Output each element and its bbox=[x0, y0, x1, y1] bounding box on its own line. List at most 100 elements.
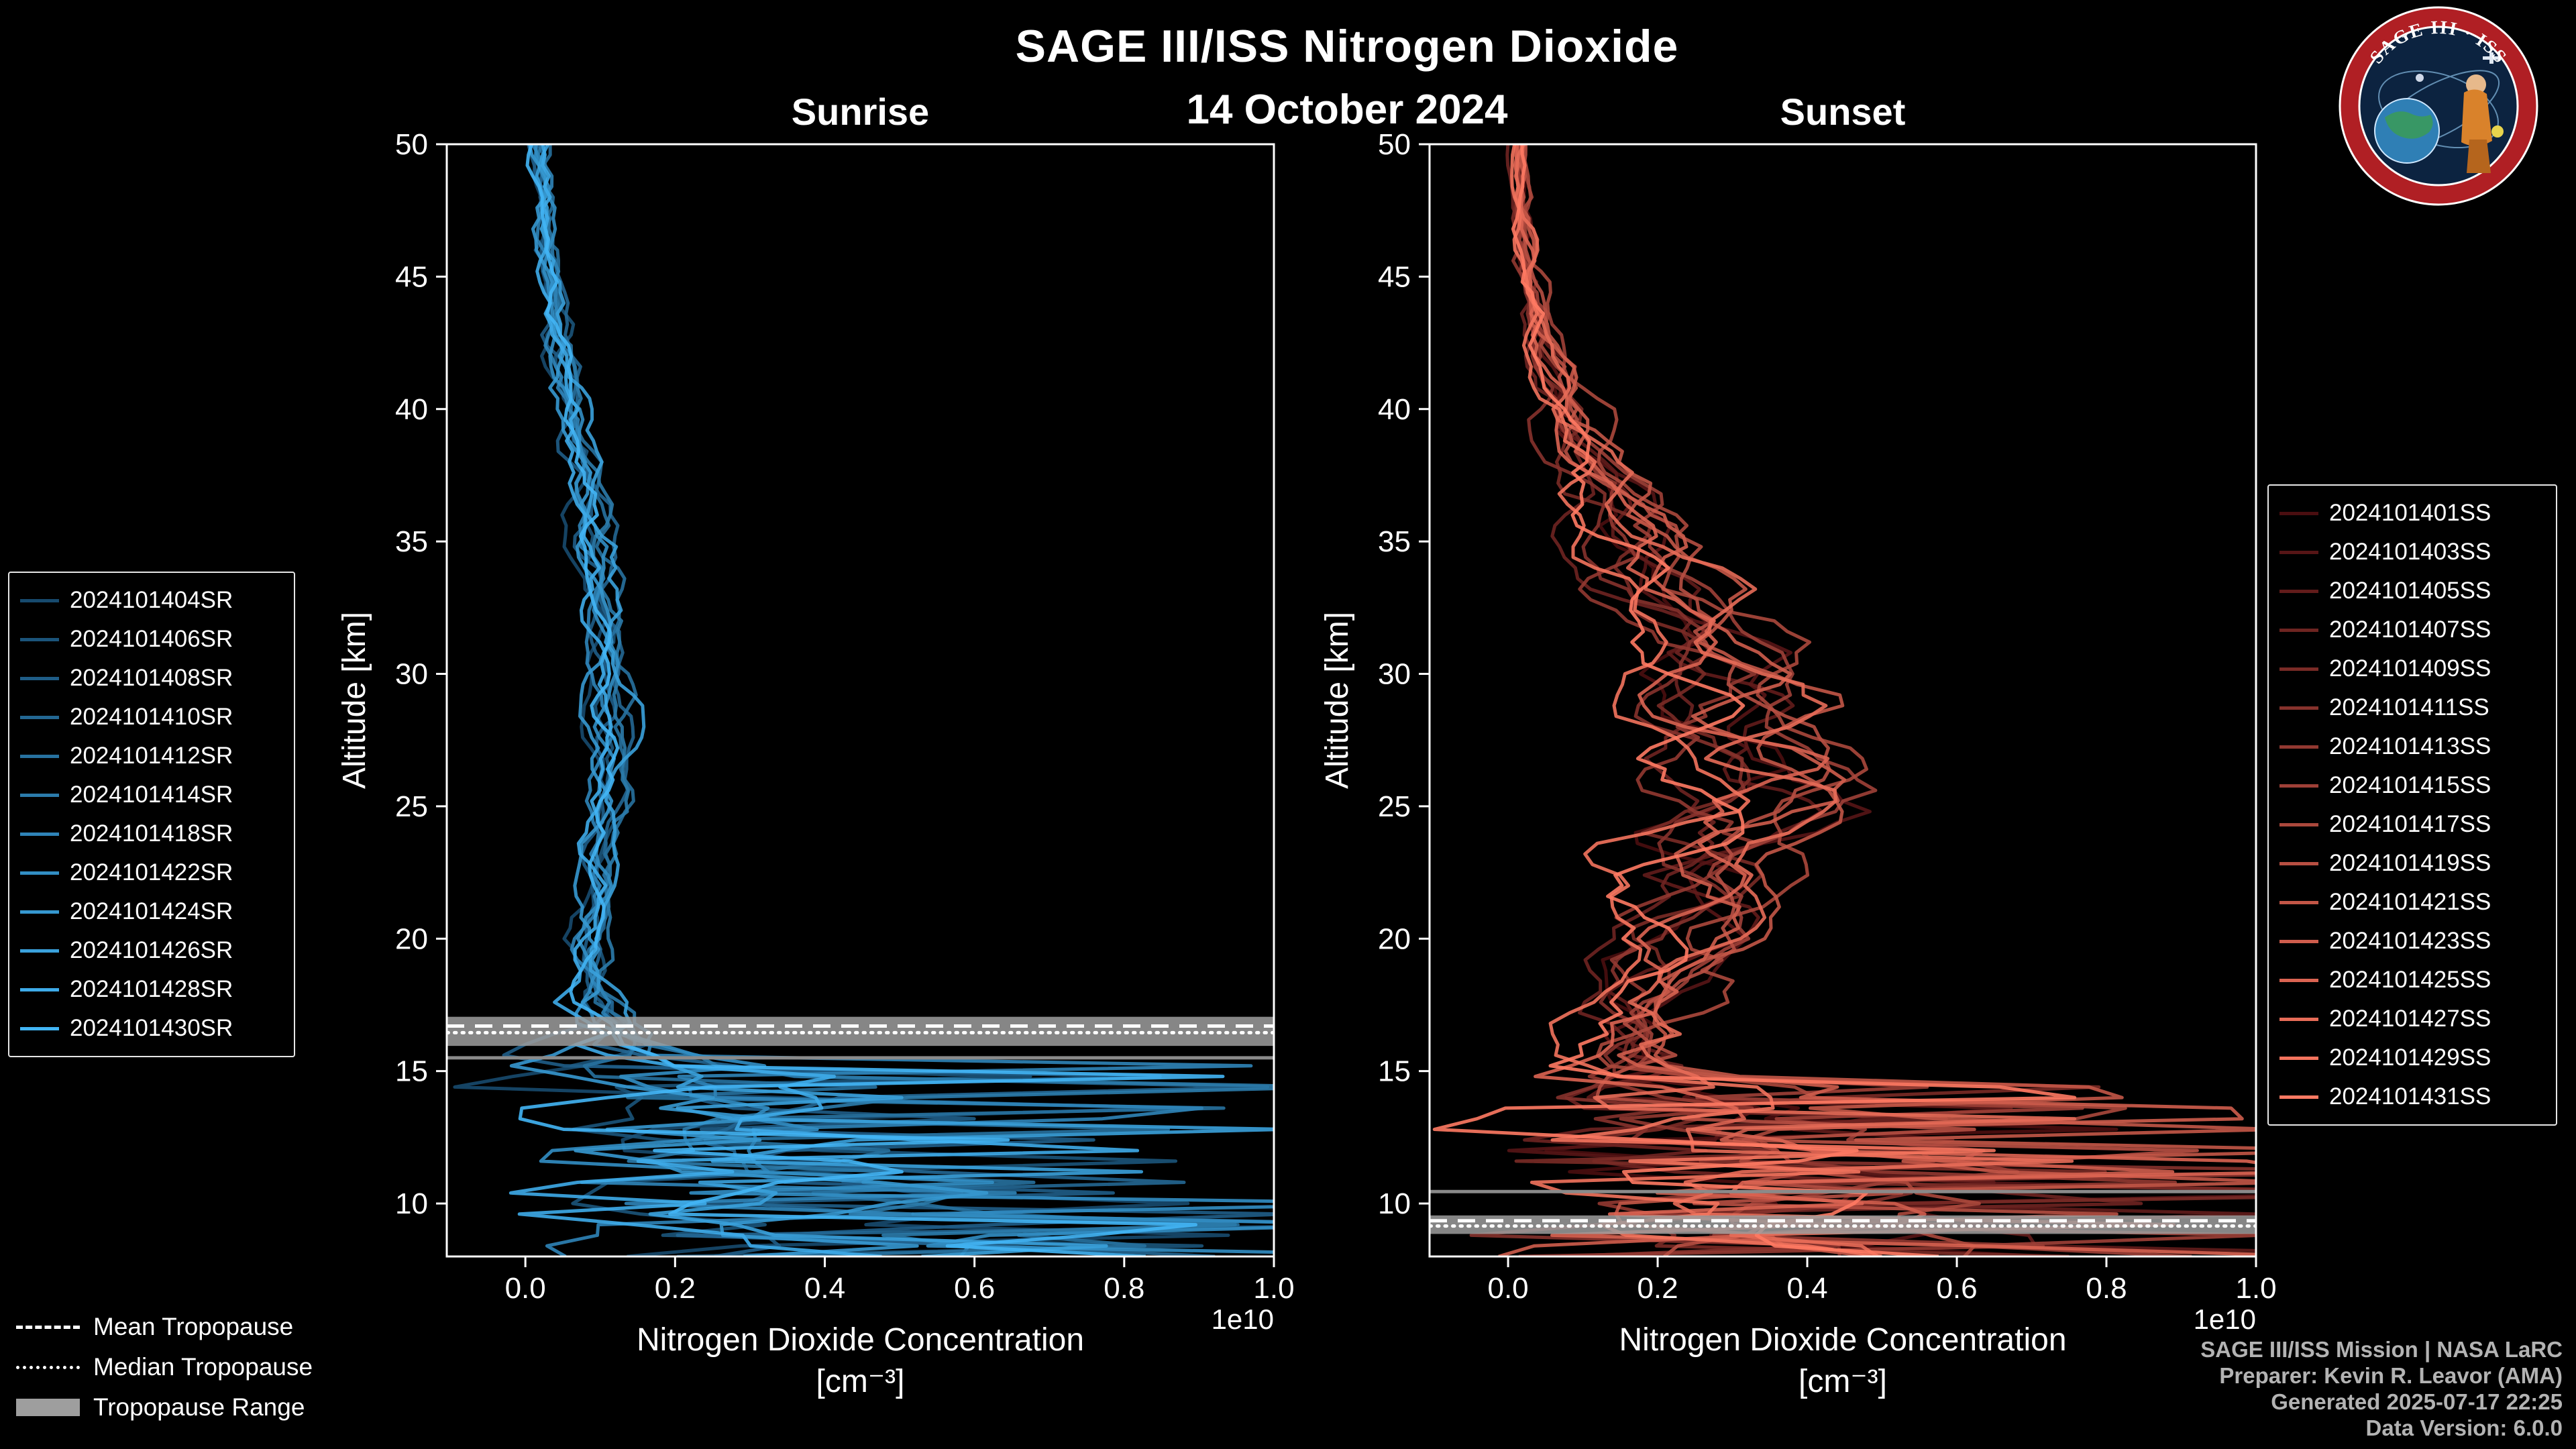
legend-item: 2024101414SR bbox=[20, 775, 283, 814]
x-axis-units: [cm⁻³] bbox=[1799, 1364, 1887, 1399]
x-tick-label: 0.2 bbox=[1637, 1272, 1678, 1305]
planet-icon bbox=[2491, 125, 2504, 138]
legend-line-swatch-icon bbox=[20, 598, 59, 602]
median-tropopause-label: Median Tropopause bbox=[93, 1353, 313, 1381]
legend-line-swatch-icon bbox=[2279, 667, 2318, 671]
profile-line-2024101427SS bbox=[1513, 144, 2176, 1256]
x-tick-label: 0.0 bbox=[1487, 1272, 1528, 1305]
legend-line-swatch-icon bbox=[2279, 745, 2318, 749]
moon-icon bbox=[2416, 74, 2424, 82]
legend-line-swatch-icon bbox=[2279, 706, 2318, 710]
legend-label: 2024101415SS bbox=[2329, 772, 2491, 798]
legend-item: 2024101429SS bbox=[2279, 1038, 2545, 1077]
legend-label: 2024101422SR bbox=[70, 859, 233, 885]
legend-item: 2024101407SS bbox=[2279, 610, 2545, 649]
legend-item: 2024101406SR bbox=[20, 620, 283, 659]
profile-line-2024101429SS bbox=[1510, 144, 1996, 1256]
y-tick-label: 30 bbox=[395, 658, 428, 691]
legend-item: 2024101428SR bbox=[20, 970, 283, 1009]
y-tick-label: 15 bbox=[1378, 1055, 1411, 1088]
median-tropopause-swatch-icon bbox=[16, 1365, 80, 1369]
x-tick-label: 0.8 bbox=[1104, 1272, 1144, 1305]
legend-item: 2024101421SS bbox=[2279, 883, 2545, 922]
legend-line-swatch-icon bbox=[20, 949, 59, 953]
credit-preparer: Preparer: Kevin R. Leavor (AMA) bbox=[2219, 1363, 2563, 1388]
y-axis-label: Altitude [km] bbox=[337, 612, 372, 789]
legend-label: 2024101410SR bbox=[70, 704, 233, 730]
y-tick-label: 15 bbox=[395, 1055, 428, 1088]
legend-item: 2024101403SS bbox=[2279, 533, 2545, 572]
legend-line-swatch-icon bbox=[2279, 784, 2318, 788]
legend-label: 2024101401SS bbox=[2329, 500, 2491, 526]
legend-label: 2024101421SS bbox=[2329, 889, 2491, 915]
tropopause-legend-item: Median Tropopause bbox=[16, 1347, 313, 1387]
legend-line-swatch-icon bbox=[2279, 861, 2318, 865]
legend-label: 2024101406SR bbox=[70, 626, 233, 652]
profile-line-2024101424SR bbox=[509, 144, 989, 1256]
legend-item: 2024101409SS bbox=[2279, 649, 2545, 688]
plot-frame bbox=[445, 143, 1275, 1258]
legend-label: 2024101423SS bbox=[2329, 928, 2491, 954]
legend-label: 2024101426SR bbox=[70, 937, 233, 963]
legend-line-swatch-icon bbox=[20, 871, 59, 875]
legend-item: 2024101411SS bbox=[2279, 688, 2545, 727]
y-tick-label: 50 bbox=[395, 128, 428, 161]
x-tick-label: 0.4 bbox=[1786, 1272, 1827, 1305]
y-tick-label: 40 bbox=[395, 393, 428, 426]
legend-label: 2024101424SR bbox=[70, 898, 233, 924]
profile-line-2024101425SS bbox=[1513, 144, 2256, 1256]
y-tick-label: 45 bbox=[1378, 260, 1411, 293]
legend-line-swatch-icon bbox=[2279, 1056, 2318, 1060]
legend-label: 2024101407SS bbox=[2329, 616, 2491, 643]
tropopause-range-swatch-icon bbox=[16, 1399, 80, 1416]
earth-icon bbox=[2374, 98, 2440, 164]
iss-icon bbox=[2483, 52, 2500, 64]
legend-item: 2024101424SR bbox=[20, 892, 283, 931]
profile-line-2024101426SR bbox=[535, 144, 1274, 1256]
legend-label: 2024101404SR bbox=[70, 587, 233, 613]
legend-line-swatch-icon bbox=[2279, 1095, 2318, 1099]
legend-label: 2024101403SS bbox=[2329, 539, 2491, 565]
x-tick-label: 0.6 bbox=[954, 1272, 995, 1305]
legend-line-swatch-icon bbox=[20, 754, 59, 758]
logo-badge-icon: SAGE III · ISS bbox=[2339, 6, 2538, 206]
legend-line-swatch-icon bbox=[2279, 978, 2318, 982]
legend-item: 2024101412SR bbox=[20, 737, 283, 775]
legend-line-swatch-icon bbox=[20, 715, 59, 719]
credit-mission: SAGE III/ISS Mission | NASA LaRC bbox=[2200, 1337, 2563, 1362]
legend-label: 2024101418SR bbox=[70, 820, 233, 847]
legend-label: 2024101409SS bbox=[2329, 655, 2491, 682]
x-tick-label: 0.0 bbox=[505, 1272, 546, 1305]
legend-label: 2024101414SR bbox=[70, 782, 233, 808]
tropopause-legend: Mean Tropopause Median Tropopause Tropop… bbox=[16, 1307, 313, 1428]
y-tick-label: 35 bbox=[1378, 525, 1411, 558]
legend-line-swatch-icon bbox=[20, 637, 59, 641]
legend-line-swatch-icon bbox=[2279, 550, 2318, 554]
tropopause-range-band bbox=[447, 1016, 1274, 1046]
legend-label: 2024101425SS bbox=[2329, 967, 2491, 993]
x-tick-label: 1.0 bbox=[2235, 1272, 2276, 1305]
legend-line-swatch-icon bbox=[20, 793, 59, 797]
legend-item: 2024101410SR bbox=[20, 698, 283, 737]
y-tick-label: 30 bbox=[1378, 658, 1411, 691]
legend-item: 2024101401SS bbox=[2279, 494, 2545, 533]
sunset-panel: 10 15 20 25 30 35 40 45 50 0.0 0.2 0.4 0.6 0.8 1.01e10… bbox=[1320, 128, 2277, 1399]
legend-label: 2024101431SS bbox=[2329, 1083, 2491, 1110]
legend-item: 2024101413SS bbox=[2279, 727, 2545, 766]
sunrise-series-legend: 2024101404SR 2024101406SR 2024101408SR 2024… bbox=[8, 572, 295, 1057]
profile-line-2024101421SS bbox=[1519, 144, 2256, 1256]
x-tick-label: 0.8 bbox=[2086, 1272, 2127, 1305]
x-axis-label: Nitrogen Dioxide Concentration bbox=[637, 1322, 1084, 1358]
x-axis-label: Nitrogen Dioxide Concentration bbox=[1619, 1322, 2066, 1358]
sunrise-panel-title: Sunrise bbox=[791, 91, 930, 133]
x-tick-label: 0.4 bbox=[804, 1272, 845, 1305]
y-tick-label: 50 bbox=[1378, 128, 1411, 161]
credits-block: SAGE III/ISS Mission | NASA LaRC Prepare… bbox=[2200, 1336, 2563, 1441]
mean-tropopause-label: Mean Tropopause bbox=[93, 1313, 294, 1340]
legend-line-swatch-icon bbox=[20, 910, 59, 914]
legend-item: 2024101425SS bbox=[2279, 961, 2545, 1000]
legend-label: 2024101429SS bbox=[2329, 1044, 2491, 1071]
legend-label: 2024101411SS bbox=[2329, 694, 2489, 720]
legend-label: 2024101419SS bbox=[2329, 850, 2491, 876]
